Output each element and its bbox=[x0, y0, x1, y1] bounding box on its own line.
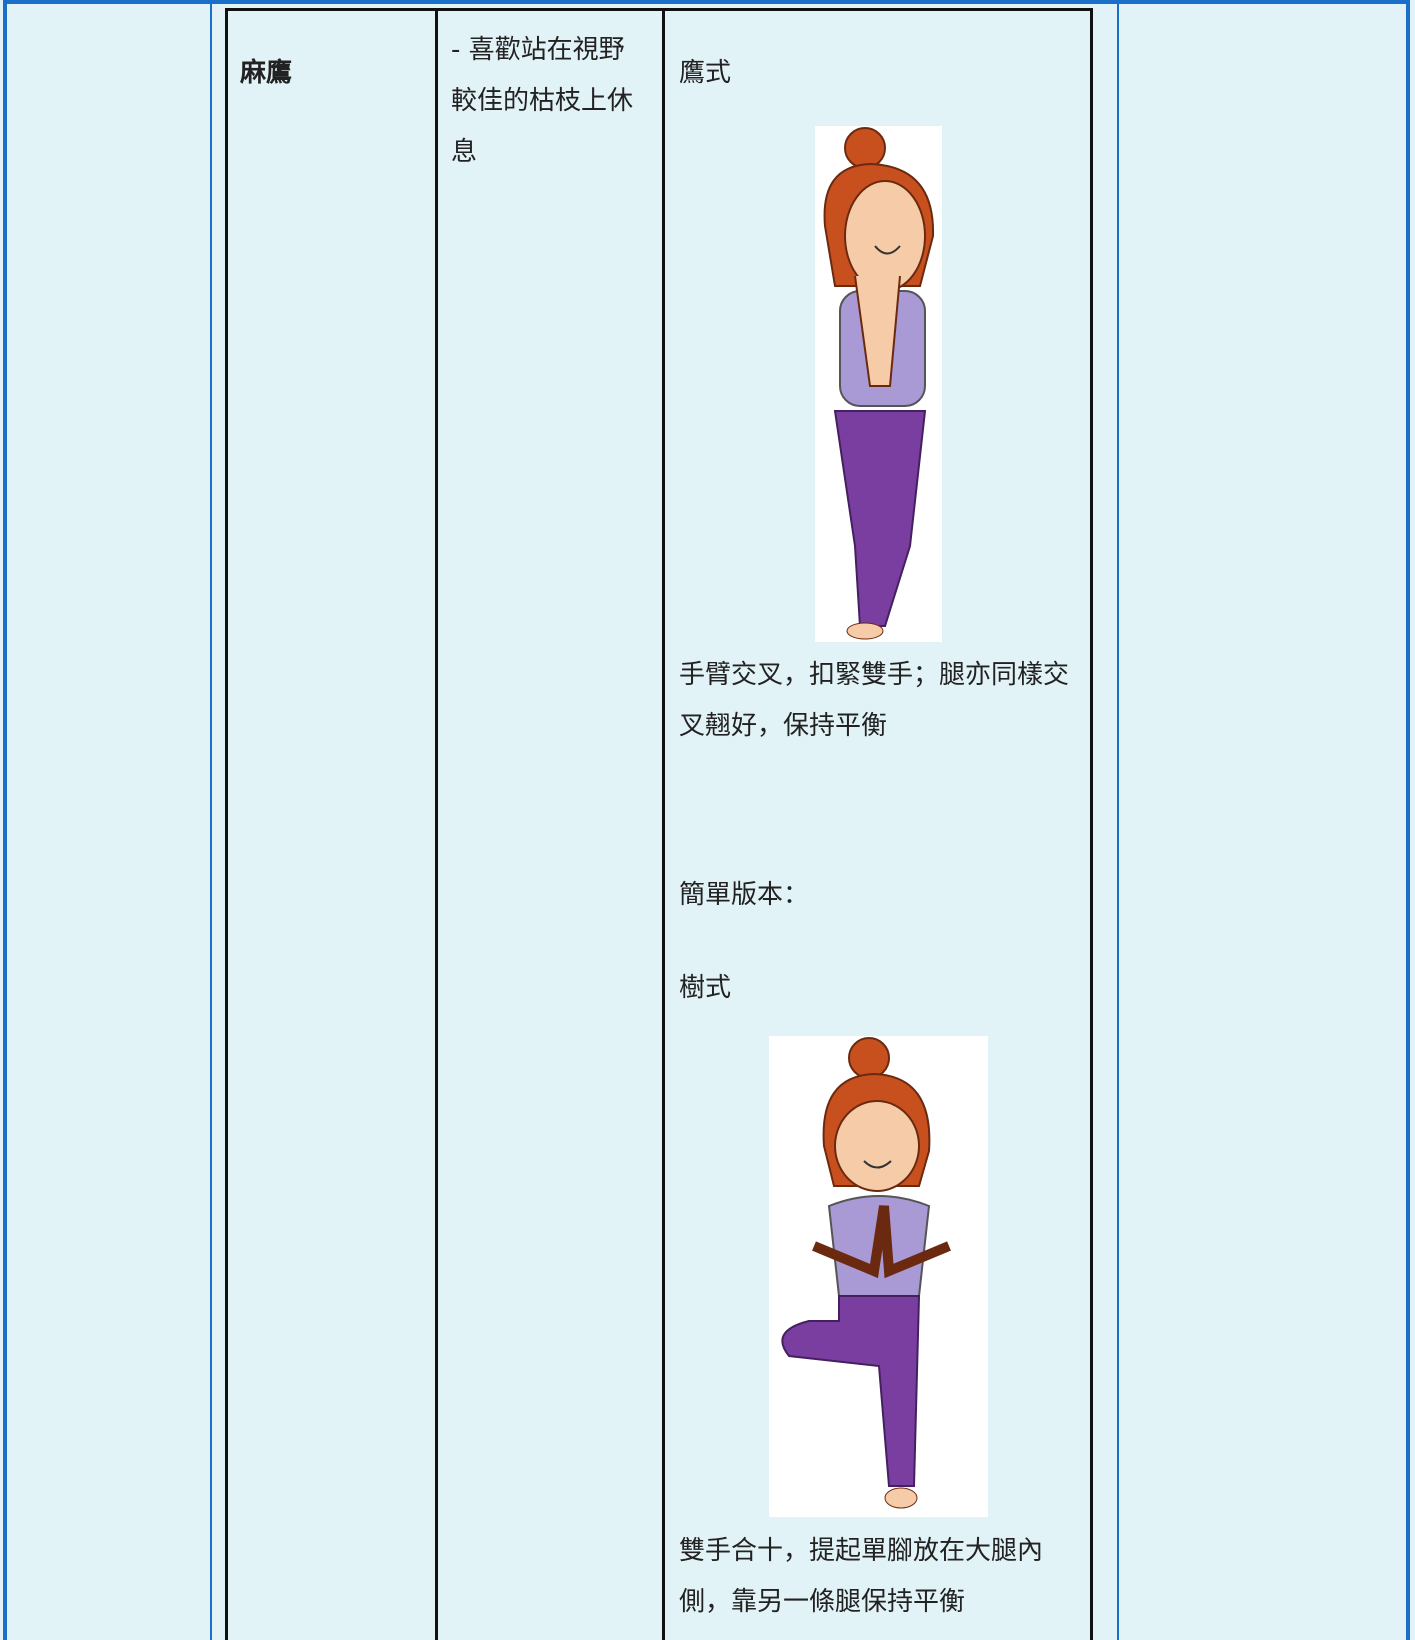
pose-description: 手臂交叉，扣緊雙手；腿亦同樣交叉翹好，保持平衡 bbox=[679, 660, 1070, 741]
simple-pose-description: 雙手合十，提起單腳放在大腿內側，靠另一條腿保持平衡 bbox=[679, 1536, 1044, 1617]
column-line bbox=[210, 0, 212, 1640]
outer-border-left bbox=[3, 0, 7, 1640]
column-line bbox=[1117, 0, 1119, 1640]
bird-habit: - 喜歡站在視野較佳的枯枝上休息 bbox=[451, 35, 634, 167]
outer-border-top bbox=[3, 0, 1410, 4]
outer-border-right bbox=[1406, 0, 1410, 1640]
pose-title: 鷹式 bbox=[679, 58, 732, 88]
bird-name: 麻鷹 bbox=[240, 58, 293, 88]
simple-label: 簡單版本： bbox=[679, 880, 810, 910]
simple-pose-title: 樹式 bbox=[679, 973, 732, 1003]
inner-table bbox=[225, 8, 1093, 1640]
eagle-pose-image bbox=[815, 126, 942, 642]
cell-line bbox=[662, 8, 665, 1640]
cell-line bbox=[435, 8, 438, 1640]
tree-pose-image bbox=[769, 1036, 988, 1517]
